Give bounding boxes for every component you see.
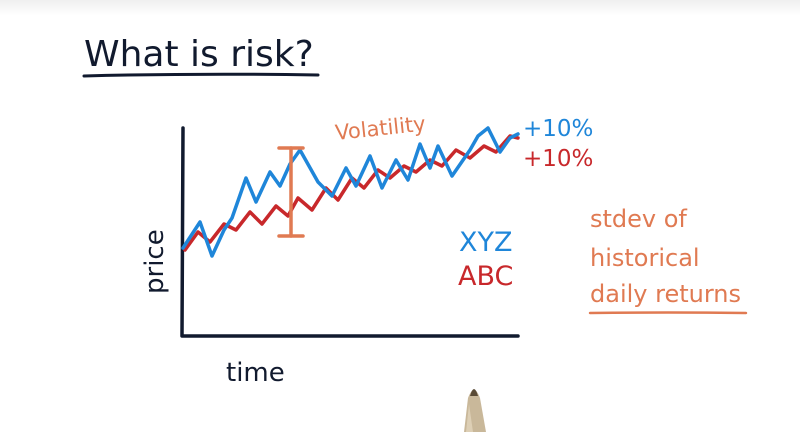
volatility-label: Volatility [334,112,427,145]
legend-xyz: XYZ [459,227,513,258]
y-axis-label: price [140,229,170,294]
legend-abc: ABC [458,261,513,292]
xyz-price-line [181,126,520,258]
note-line-1: stdev of [590,205,687,233]
pen-tip [464,389,486,432]
top-strip [0,0,800,16]
note-line-3: daily returns [590,280,741,308]
abc-return-label: +10% [523,146,593,172]
note-line-2: historical [590,244,700,272]
x-axis-label: time [226,358,285,388]
note-underline [588,311,748,315]
chart-axes [180,126,520,338]
volatility-bracket [277,146,305,238]
xyz-return-label: +10% [523,116,593,142]
title-underline [82,72,320,78]
title: What is risk? [84,34,314,75]
